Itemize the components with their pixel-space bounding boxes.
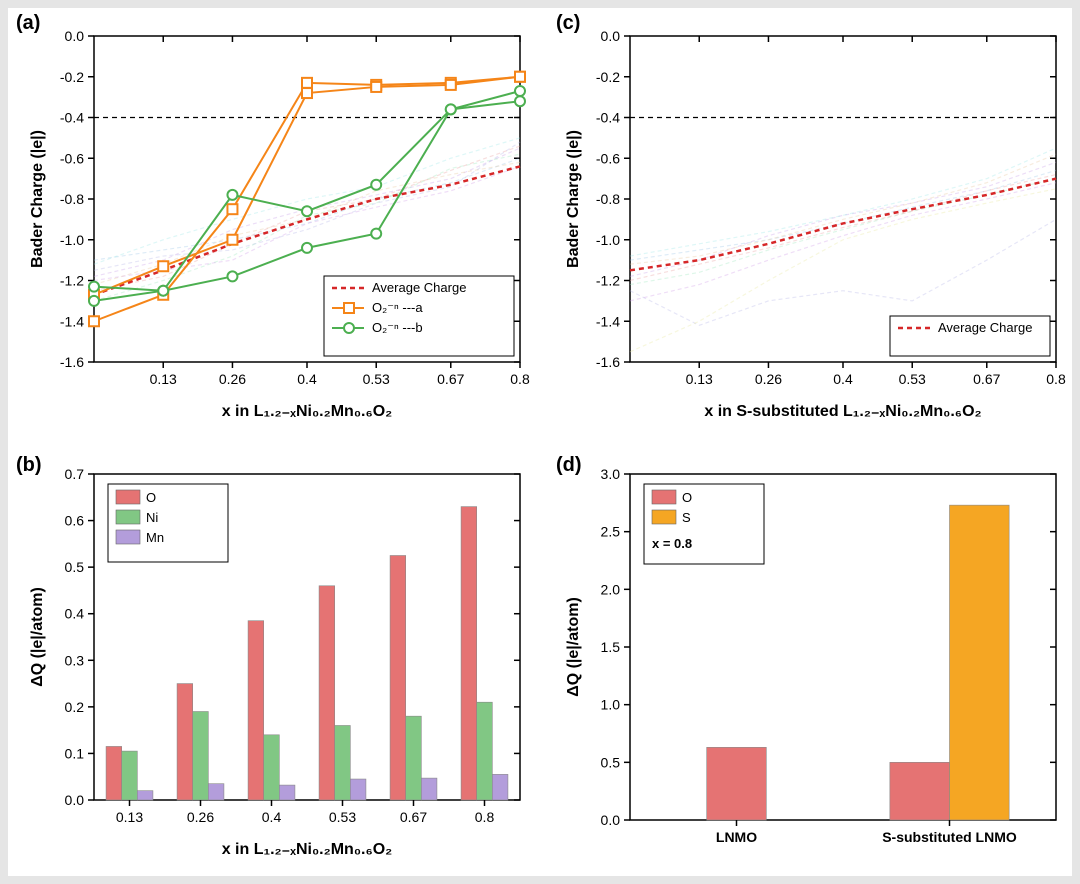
svg-text:-0.4: -0.4 bbox=[596, 110, 620, 126]
svg-text:1.0: 1.0 bbox=[601, 697, 621, 713]
svg-text:Average Charge: Average Charge bbox=[372, 280, 466, 295]
svg-text:0.67: 0.67 bbox=[400, 809, 427, 825]
svg-text:-1.6: -1.6 bbox=[596, 354, 620, 370]
svg-text:-1.6: -1.6 bbox=[60, 354, 84, 370]
svg-text:x = 0.8: x = 0.8 bbox=[652, 536, 692, 551]
svg-text:0.1: 0.1 bbox=[65, 745, 85, 761]
svg-text:0.53: 0.53 bbox=[899, 371, 926, 387]
svg-text:0.13: 0.13 bbox=[686, 371, 713, 387]
svg-text:0.7: 0.7 bbox=[65, 466, 85, 482]
panel-c-svg: -1.6 -1.4 -1.2 -1.0 -0.8 -0.6 -0.4 -0.2 0.0 0.13 0… bbox=[558, 22, 1068, 432]
svg-text:ΔQ (|e|/atom): ΔQ (|e|/atom) bbox=[29, 587, 46, 687]
panel-a: -1.6 -1.4 -1.2 -1.0 -0.8 -0.6 -0.4 -0.2 0.0 0.13 0… bbox=[22, 22, 532, 432]
svg-text:LNMO: LNMO bbox=[716, 829, 757, 845]
svg-text:1.5: 1.5 bbox=[601, 639, 621, 655]
svg-text:O: O bbox=[146, 490, 156, 505]
panel-c: -1.6 -1.4 -1.2 -1.0 -0.8 -0.6 -0.4 -0.2 0.0 0.13 0… bbox=[558, 22, 1068, 432]
svg-text:2.0: 2.0 bbox=[601, 581, 621, 597]
panel-d: 0.0 0.5 1.0 1.5 2.0 2.5 3.0 LNMO S-substituted L… bbox=[558, 460, 1068, 870]
svg-text:-1.2: -1.2 bbox=[596, 273, 620, 289]
panel-d-svg: 0.0 0.5 1.0 1.5 2.0 2.5 3.0 LNMO S-substituted L… bbox=[558, 460, 1068, 870]
svg-text:0.5: 0.5 bbox=[601, 754, 621, 770]
svg-text:-1.2: -1.2 bbox=[60, 273, 84, 289]
svg-text:ΔQ (|e|/atom): ΔQ (|e|/atom) bbox=[565, 597, 582, 697]
svg-text:2.5: 2.5 bbox=[601, 524, 621, 540]
svg-text:-0.6: -0.6 bbox=[60, 150, 84, 166]
svg-text:-1.4: -1.4 bbox=[596, 313, 620, 329]
svg-text:-1.4: -1.4 bbox=[60, 313, 84, 329]
svg-text:0.13: 0.13 bbox=[116, 809, 143, 825]
svg-text:0.3: 0.3 bbox=[65, 652, 85, 668]
svg-text:x in L₁.₂₋ₓNi₀.₂Mn₀.₆O₂: x in L₁.₂₋ₓNi₀.₂Mn₀.₆O₂ bbox=[222, 403, 393, 420]
svg-text:0.8: 0.8 bbox=[475, 809, 495, 825]
svg-text:-1.0: -1.0 bbox=[596, 232, 620, 248]
svg-text:0.67: 0.67 bbox=[973, 371, 1000, 387]
svg-text:O₂⁻ⁿ ---a: O₂⁻ⁿ ---a bbox=[372, 300, 423, 315]
svg-text:0.4: 0.4 bbox=[297, 371, 317, 387]
svg-text:x in S-substituted L₁.₂₋ₓNi₀.₂: x in S-substituted L₁.₂₋ₓNi₀.₂Mn₀.₆O₂ bbox=[704, 403, 981, 420]
svg-text:-0.8: -0.8 bbox=[60, 191, 84, 207]
svg-text:O: O bbox=[682, 490, 692, 505]
svg-text:-0.2: -0.2 bbox=[60, 69, 84, 85]
svg-text:0.26: 0.26 bbox=[187, 809, 214, 825]
svg-text:S-substituted LNMO: S-substituted LNMO bbox=[882, 829, 1017, 845]
svg-text:-1.0: -1.0 bbox=[60, 232, 84, 248]
svg-text:Bader Charge (|e|): Bader Charge (|e|) bbox=[29, 130, 46, 268]
svg-text:0.4: 0.4 bbox=[833, 371, 853, 387]
svg-text:-0.8: -0.8 bbox=[596, 191, 620, 207]
svg-text:-0.4: -0.4 bbox=[60, 110, 84, 126]
svg-text:0.53: 0.53 bbox=[363, 371, 390, 387]
svg-text:0.53: 0.53 bbox=[329, 809, 356, 825]
svg-text:O₂⁻ⁿ ---b: O₂⁻ⁿ ---b bbox=[372, 320, 423, 335]
svg-text:0.67: 0.67 bbox=[437, 371, 464, 387]
svg-text:0.4: 0.4 bbox=[262, 809, 282, 825]
svg-text:0.26: 0.26 bbox=[219, 371, 246, 387]
svg-text:3.0: 3.0 bbox=[601, 466, 621, 482]
svg-text:0.4: 0.4 bbox=[65, 606, 85, 622]
svg-text:S: S bbox=[682, 510, 691, 525]
svg-text:x in L₁.₂₋ₓNi₀.₂Mn₀.₆O₂: x in L₁.₂₋ₓNi₀.₂Mn₀.₆O₂ bbox=[222, 841, 393, 858]
svg-text:0.2: 0.2 bbox=[65, 699, 85, 715]
svg-text:0.0: 0.0 bbox=[601, 28, 621, 44]
svg-text:Average Charge: Average Charge bbox=[938, 320, 1032, 335]
svg-text:-0.6: -0.6 bbox=[596, 150, 620, 166]
svg-text:0.8: 0.8 bbox=[1046, 371, 1066, 387]
svg-text:0.0: 0.0 bbox=[65, 792, 85, 808]
svg-text:Mn: Mn bbox=[146, 530, 164, 545]
svg-text:Ni: Ni bbox=[146, 510, 158, 525]
panel-b: 0.0 0.1 0.2 0.3 0.4 0.5 0.6 0.7 0.13 0.26 0.4 0.53 0… bbox=[22, 460, 532, 870]
svg-text:0.0: 0.0 bbox=[65, 28, 85, 44]
svg-text:0.8: 0.8 bbox=[510, 371, 530, 387]
panel-b-svg: 0.0 0.1 0.2 0.3 0.4 0.5 0.6 0.7 0.13 0.26 0.4 0.53 0… bbox=[22, 460, 532, 870]
svg-text:0.26: 0.26 bbox=[755, 371, 782, 387]
svg-text:-0.2: -0.2 bbox=[596, 69, 620, 85]
svg-text:0.6: 0.6 bbox=[65, 513, 85, 529]
figure-root: (a) (c) (b) (d) -1.6-1.4-1.2-1.0-0.8-0.6… bbox=[8, 8, 1072, 876]
svg-text:0.5: 0.5 bbox=[65, 559, 85, 575]
svg-text:Bader Charge (|e|): Bader Charge (|e|) bbox=[565, 130, 582, 268]
svg-text:0.0: 0.0 bbox=[601, 812, 621, 828]
svg-text:0.13: 0.13 bbox=[150, 371, 177, 387]
panel-a-svg: -1.6 -1.4 -1.2 -1.0 -0.8 -0.6 -0.4 -0.2 0.0 0.13 0… bbox=[22, 22, 532, 432]
